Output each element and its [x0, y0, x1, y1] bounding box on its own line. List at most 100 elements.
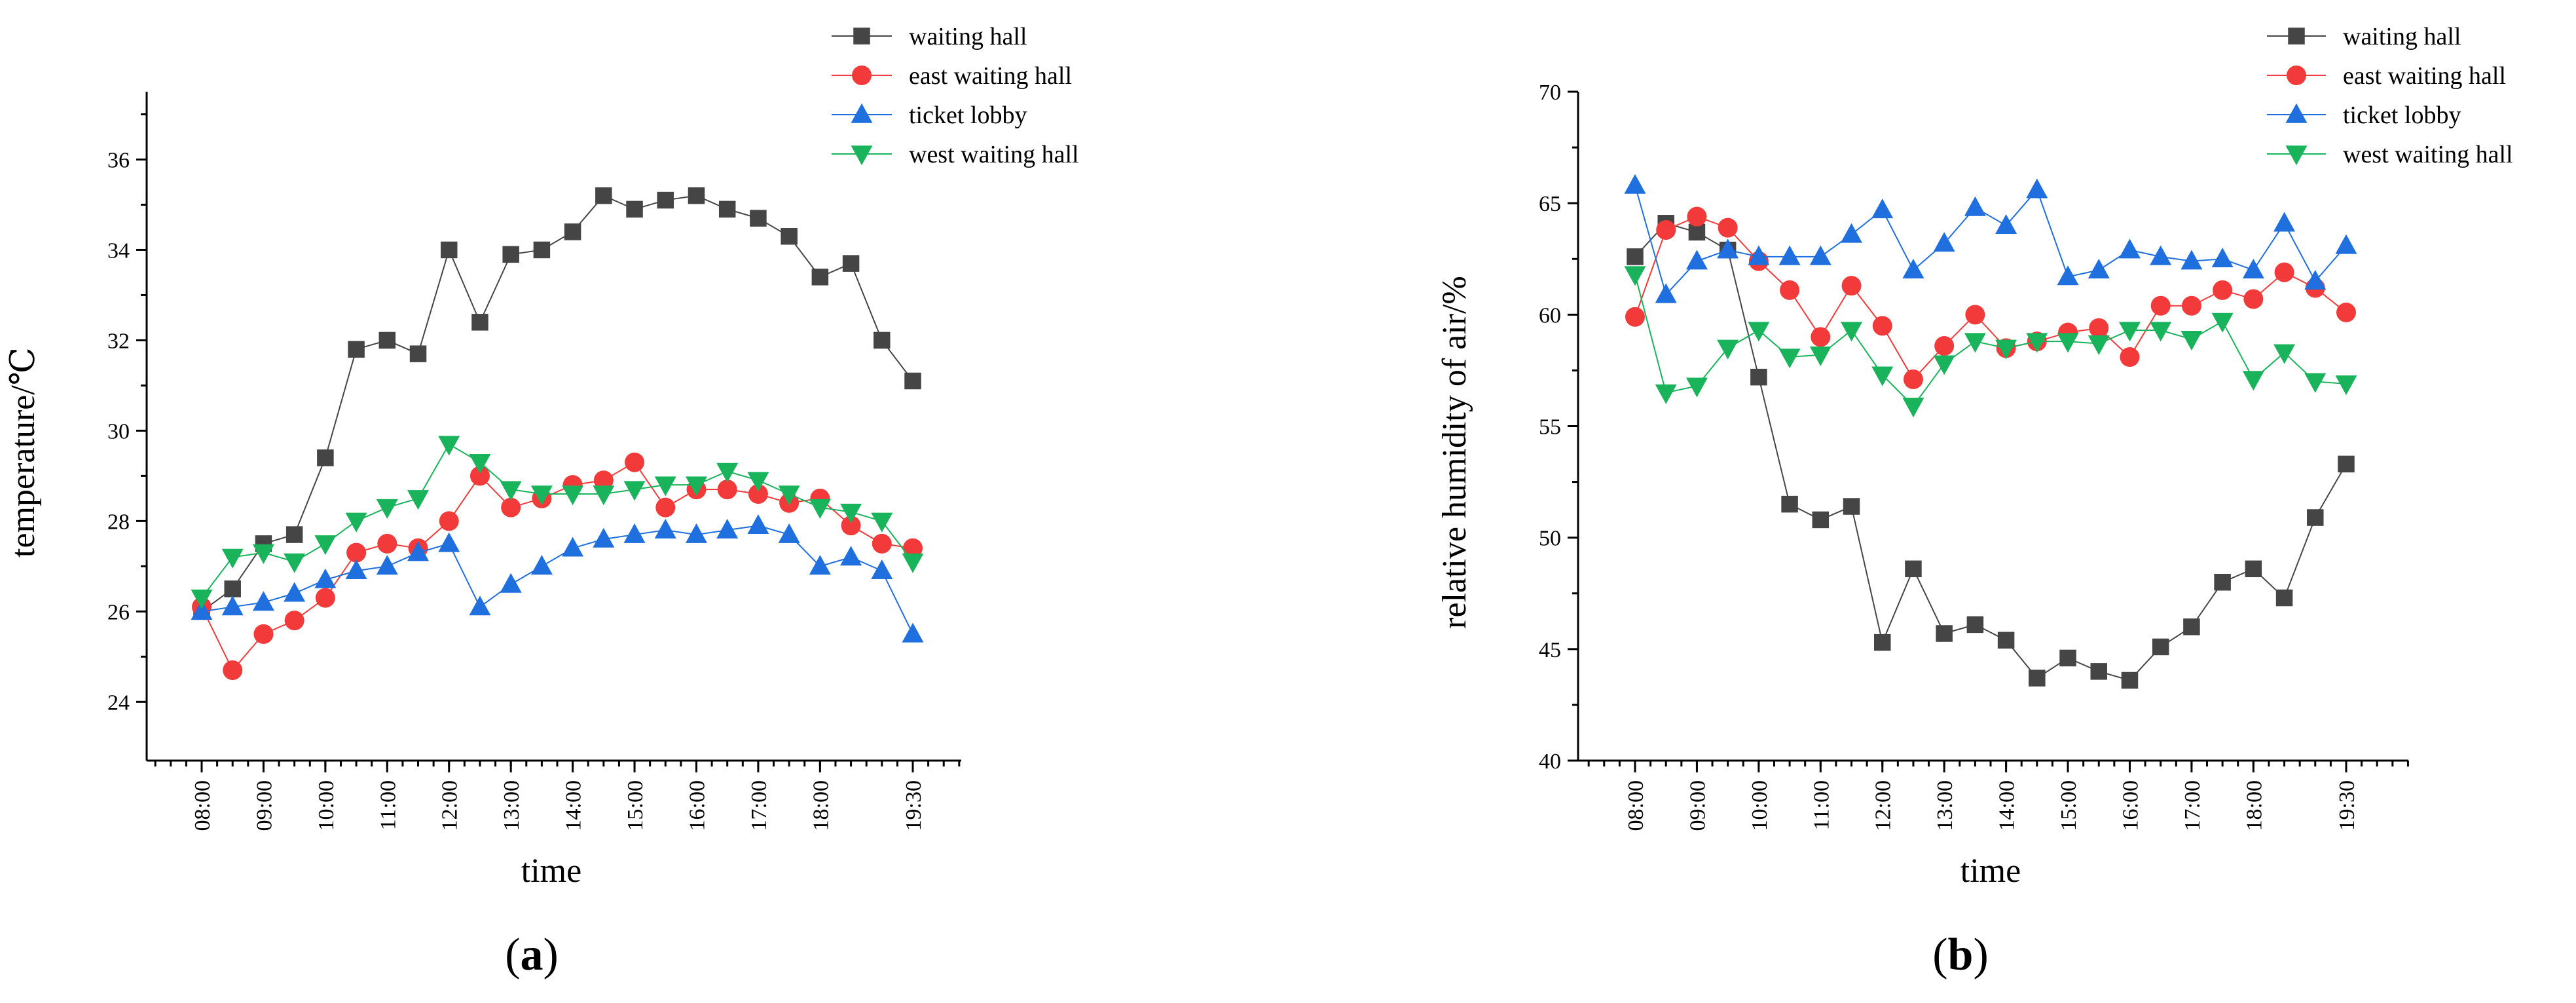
- data-point: [314, 535, 337, 556]
- data-point: [317, 449, 334, 466]
- data-point: [2245, 560, 2262, 578]
- data-point: [1688, 223, 1706, 241]
- data-point: [2026, 178, 2048, 199]
- data-point: [778, 523, 800, 543]
- data-point: [2059, 649, 2076, 667]
- legend-marker: [2285, 103, 2308, 123]
- data-point: [2150, 295, 2171, 316]
- data-point: [530, 555, 553, 575]
- data-point: [1718, 218, 1738, 238]
- data-point: [811, 269, 829, 286]
- series-west-waiting-hall: [1624, 266, 2357, 418]
- data-point: [750, 210, 767, 227]
- series-west-waiting-hall: [191, 436, 924, 609]
- data-point: [438, 532, 460, 552]
- data-point: [2273, 344, 2296, 364]
- data-point: [1997, 632, 2015, 649]
- legend-label: waiting hall: [2343, 23, 2461, 50]
- data-point: [2273, 212, 2296, 232]
- series-line: [201, 195, 913, 613]
- legend-marker: [2288, 28, 2305, 45]
- data-point: [1655, 384, 1677, 404]
- data-point: [562, 537, 584, 557]
- data-point: [1778, 349, 1801, 369]
- data-point: [593, 527, 615, 548]
- y-tick-label: 24: [107, 691, 130, 715]
- data-point: [2338, 455, 2355, 473]
- y-tick-label: 26: [107, 600, 130, 624]
- data-point: [1748, 322, 1770, 342]
- data-point: [440, 241, 458, 259]
- data-point: [1809, 346, 1831, 366]
- data-point: [654, 518, 676, 539]
- data-point: [530, 485, 553, 506]
- data-point: [2183, 618, 2200, 635]
- data-point: [872, 533, 892, 554]
- data-point: [1655, 283, 1677, 303]
- data-point: [2336, 302, 2356, 322]
- data-point: [2213, 280, 2233, 300]
- data-point: [221, 548, 244, 569]
- y-tick-label: 34: [107, 238, 130, 263]
- data-point: [377, 533, 397, 554]
- x-tick-label: 16:00: [685, 780, 709, 831]
- data-point: [1812, 511, 1830, 529]
- data-point: [1995, 214, 2017, 234]
- data-point: [1872, 316, 1892, 336]
- series-line: [201, 525, 913, 635]
- data-point: [1685, 377, 1708, 398]
- data-point: [809, 499, 831, 519]
- data-point: [688, 187, 705, 204]
- legend-item-ticket-lobby: ticket lobby: [832, 102, 1027, 129]
- y-tick-label: 70: [1539, 81, 1561, 105]
- chart-panel-b: 40 45 50 55 60 65 70 08:00 09:00 10:00 11:00 12:00 1…: [1436, 23, 2513, 980]
- data-point: [2242, 371, 2264, 391]
- x-tick-label: 15:00: [623, 780, 648, 831]
- data-point: [502, 246, 519, 263]
- data-point: [2089, 318, 2109, 338]
- data-point: [595, 187, 612, 204]
- x-tick-label: 13:00: [1933, 780, 1957, 831]
- x-tick-label: 10:00: [1748, 780, 1772, 831]
- series-east-waiting-hall: [1625, 206, 2356, 390]
- data-point: [348, 341, 365, 358]
- series-line: [201, 443, 913, 599]
- data-point: [224, 580, 241, 597]
- y-tick-label: 36: [107, 148, 130, 172]
- data-point: [1995, 339, 2017, 360]
- series-waiting-hall: [1627, 215, 2355, 689]
- legend-label: east waiting hall: [2343, 62, 2506, 90]
- data-point: [840, 546, 862, 566]
- data-point: [1809, 245, 1831, 265]
- data-point: [1871, 199, 1894, 219]
- data-point: [252, 591, 274, 611]
- y-tick-label: 45: [1539, 638, 1561, 662]
- x-tick-label: 18:00: [809, 780, 833, 831]
- data-point: [716, 518, 739, 539]
- x-tick-label: 19:30: [2335, 780, 2359, 831]
- data-point: [1841, 322, 1863, 342]
- data-point: [253, 624, 274, 644]
- x-tick-label: 09:00: [1685, 780, 1710, 831]
- data-point: [1964, 333, 1986, 353]
- data-point: [625, 452, 645, 472]
- data-point: [2304, 373, 2327, 393]
- y-tick-label: 60: [1539, 303, 1561, 328]
- data-point: [778, 485, 800, 506]
- data-point: [623, 481, 646, 501]
- y-tick-label: 28: [107, 510, 130, 534]
- x-tick-label: 13:00: [500, 780, 524, 831]
- data-point: [1966, 616, 1984, 634]
- x-tick-label: 17:00: [2180, 780, 2205, 831]
- y-axis-title: temperature/℃: [5, 347, 42, 558]
- data-point: [2335, 234, 2357, 254]
- data-point: [904, 372, 921, 390]
- legend-marker: [2287, 66, 2306, 85]
- data-point: [2242, 259, 2264, 279]
- x-tick-label: 16:00: [2118, 780, 2143, 831]
- data-point: [346, 542, 367, 563]
- data-point: [1685, 250, 1708, 270]
- data-point: [1624, 266, 1646, 286]
- data-point: [439, 511, 459, 531]
- data-point: [2026, 333, 2048, 353]
